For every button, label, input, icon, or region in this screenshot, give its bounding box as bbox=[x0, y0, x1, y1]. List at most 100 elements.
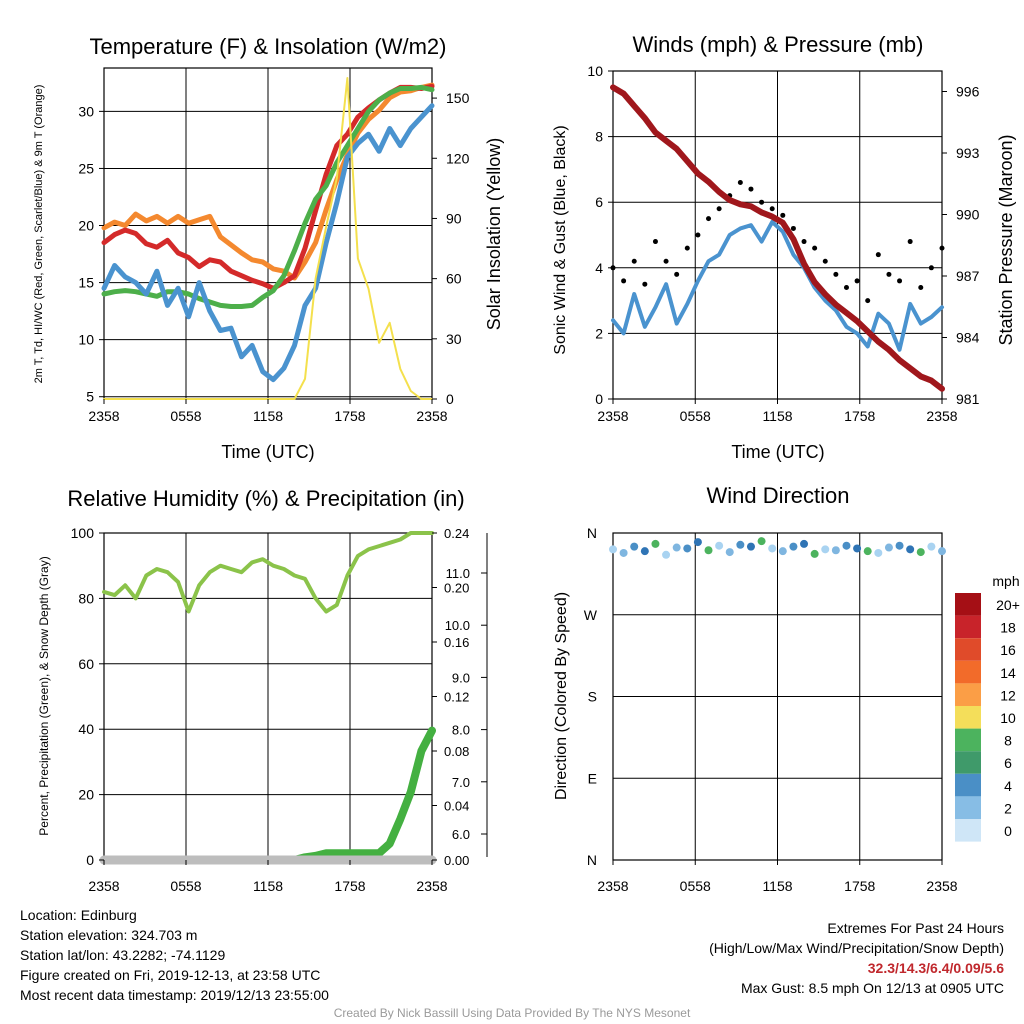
rh-y3-tick-label: 8.0 bbox=[452, 723, 470, 738]
speed-legend-label: 16 bbox=[1000, 642, 1016, 658]
rh-y3-tick-label: 10.0 bbox=[445, 618, 470, 633]
temp-xtick-label: 1158 bbox=[253, 408, 283, 424]
direction-point bbox=[619, 548, 628, 557]
wind-xtick-label: 1758 bbox=[844, 408, 875, 424]
rh-y3-tick-label: 9.0 bbox=[452, 670, 470, 685]
temp-y-tick-label: 15 bbox=[78, 275, 94, 291]
wind-gust-point bbox=[897, 278, 903, 284]
speed-legend-label: 6 bbox=[1004, 755, 1012, 771]
direction-point bbox=[715, 541, 724, 550]
rh-xtick-label: 1758 bbox=[334, 878, 365, 894]
speed-legend-label: 0 bbox=[1004, 823, 1012, 839]
wind-gust-point bbox=[769, 206, 775, 212]
speed-legend-label: 20+ bbox=[996, 597, 1020, 613]
rh-xtick-label: 2358 bbox=[416, 878, 447, 894]
temp-y2-tick-label: 0 bbox=[446, 391, 454, 407]
wind-y-tick-label: 6 bbox=[595, 194, 603, 210]
temp-y-tick-label: 25 bbox=[78, 160, 94, 176]
wind-gust-point bbox=[674, 271, 680, 277]
direction-point bbox=[906, 545, 915, 554]
direction-point bbox=[672, 543, 681, 552]
wind-y-tick-label: 10 bbox=[587, 63, 603, 79]
dir-title: Wind Direction bbox=[706, 483, 849, 508]
wind-gust-point bbox=[684, 245, 690, 251]
speed-legend-swatch bbox=[955, 796, 981, 819]
direction-point bbox=[768, 544, 777, 553]
rh-y-tick-label: 60 bbox=[78, 656, 94, 672]
wind-gust-point bbox=[631, 258, 637, 264]
temp-ylabel: 2m T, Td, HI/WC (Red, Green, Scarlet/Blu… bbox=[33, 85, 45, 384]
wind-gust-point bbox=[748, 186, 754, 192]
wind-gust-point bbox=[790, 225, 796, 231]
recent-timestamp: Most recent data timestamp: 2019/12/13 2… bbox=[20, 987, 329, 1003]
wind-y2-tick-label: 984 bbox=[956, 330, 980, 346]
wind-y-tick-label: 8 bbox=[595, 129, 603, 145]
dir-ytick-label: S bbox=[588, 689, 597, 705]
rh-xtick-label: 1158 bbox=[253, 878, 283, 894]
wind-y2-tick-label: 996 bbox=[956, 84, 980, 100]
direction-point bbox=[736, 540, 745, 549]
rh-y-tick-label: 40 bbox=[78, 721, 94, 737]
wind-y2-tick-label: 990 bbox=[956, 207, 980, 223]
wind-gust-point bbox=[822, 258, 828, 264]
wind-gust-point bbox=[716, 206, 722, 212]
rh-y2-tick-label: 0.24 bbox=[444, 526, 469, 541]
rh-y-tick-label: 0 bbox=[86, 852, 94, 868]
wind-y-tick-label: 4 bbox=[595, 260, 603, 276]
dir-ytick-label: W bbox=[584, 607, 598, 623]
wind-y-tick-label: 0 bbox=[595, 391, 603, 407]
station-info: Location: Edinburg Station elevation: 32… bbox=[20, 905, 329, 1005]
temp-y2-tick-label: 90 bbox=[446, 210, 462, 226]
wind-gust-point bbox=[652, 239, 658, 245]
rh-y3-tick-label: 11.0 bbox=[446, 566, 470, 581]
rh-y-tick-label: 100 bbox=[71, 525, 95, 541]
speed-legend-label: 2 bbox=[1004, 800, 1012, 816]
wind-y2-tick-label: 981 bbox=[956, 391, 980, 407]
wind-gust-point bbox=[737, 180, 743, 186]
temp-y-tick-label: 5 bbox=[86, 389, 94, 405]
wind-ylabel: Sonic Wind & Gust (Blue, Black) bbox=[552, 125, 569, 354]
station-latlon: Station lat/lon: 43.2282; -74.1129 bbox=[20, 947, 226, 963]
speed-legend-swatch bbox=[955, 706, 981, 729]
wind-gust-point bbox=[833, 271, 839, 277]
temp-xtick-label: 2358 bbox=[416, 408, 447, 424]
direction-point bbox=[938, 547, 946, 556]
temp-xlabel: Time (UTC) bbox=[221, 442, 314, 462]
direction-point bbox=[778, 547, 787, 556]
direction-point bbox=[842, 541, 851, 550]
wind-xtick-label: 0558 bbox=[680, 408, 711, 424]
direction-point bbox=[810, 549, 819, 558]
wind-y2-tick-label: 993 bbox=[956, 145, 980, 161]
direction-point bbox=[651, 539, 660, 548]
wind-title: Winds (mph) & Pressure (mb) bbox=[633, 32, 924, 57]
wind-gust-point bbox=[939, 245, 945, 251]
dir-xtick-label: 1158 bbox=[762, 878, 792, 894]
dir-ytick-label: N bbox=[587, 525, 597, 541]
temp-y-tick-label: 20 bbox=[78, 218, 94, 234]
temp-series-2 bbox=[101, 84, 435, 309]
wind-gust-point bbox=[918, 284, 924, 290]
temp-title: Temperature (F) & Insolation (W/m2) bbox=[90, 34, 447, 59]
wind-gust-point bbox=[843, 284, 849, 290]
wind-y2-tick-label: 987 bbox=[956, 268, 980, 284]
temp-series-3 bbox=[101, 103, 435, 383]
wind-gust-point bbox=[865, 298, 871, 304]
wind-xtick-label: 2358 bbox=[926, 408, 957, 424]
dir-ytick-label: N bbox=[587, 852, 597, 868]
rh-y3-tick-label: 6.0 bbox=[452, 827, 470, 842]
wind-gust-point bbox=[695, 232, 701, 238]
rh-y2-tick-label: 0.16 bbox=[444, 635, 469, 650]
speed-legend-swatch bbox=[955, 638, 981, 661]
direction-point bbox=[831, 546, 840, 555]
direction-point bbox=[683, 544, 692, 553]
direction-point bbox=[757, 537, 766, 546]
rh-title: Relative Humidity (%) & Precipitation (i… bbox=[67, 486, 464, 511]
direction-point bbox=[609, 545, 617, 554]
rh-y-tick-label: 80 bbox=[78, 590, 94, 606]
wind-xtick-label: 1158 bbox=[762, 408, 792, 424]
temp-y2-tick-label: 30 bbox=[446, 331, 462, 347]
wind-series-0 bbox=[611, 219, 944, 352]
dir-xtick-label: 0558 bbox=[680, 878, 711, 894]
dir-xtick-label: 1758 bbox=[844, 878, 875, 894]
